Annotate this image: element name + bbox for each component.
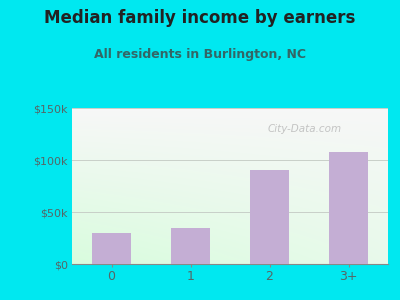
Text: City-Data.com: City-Data.com [268,124,342,134]
Bar [250,170,289,264]
Bar [171,228,210,264]
Text: All residents in Burlington, NC: All residents in Burlington, NC [94,48,306,61]
Bar [92,233,131,264]
Bar [329,152,368,264]
Text: Median family income by earners: Median family income by earners [44,9,356,27]
